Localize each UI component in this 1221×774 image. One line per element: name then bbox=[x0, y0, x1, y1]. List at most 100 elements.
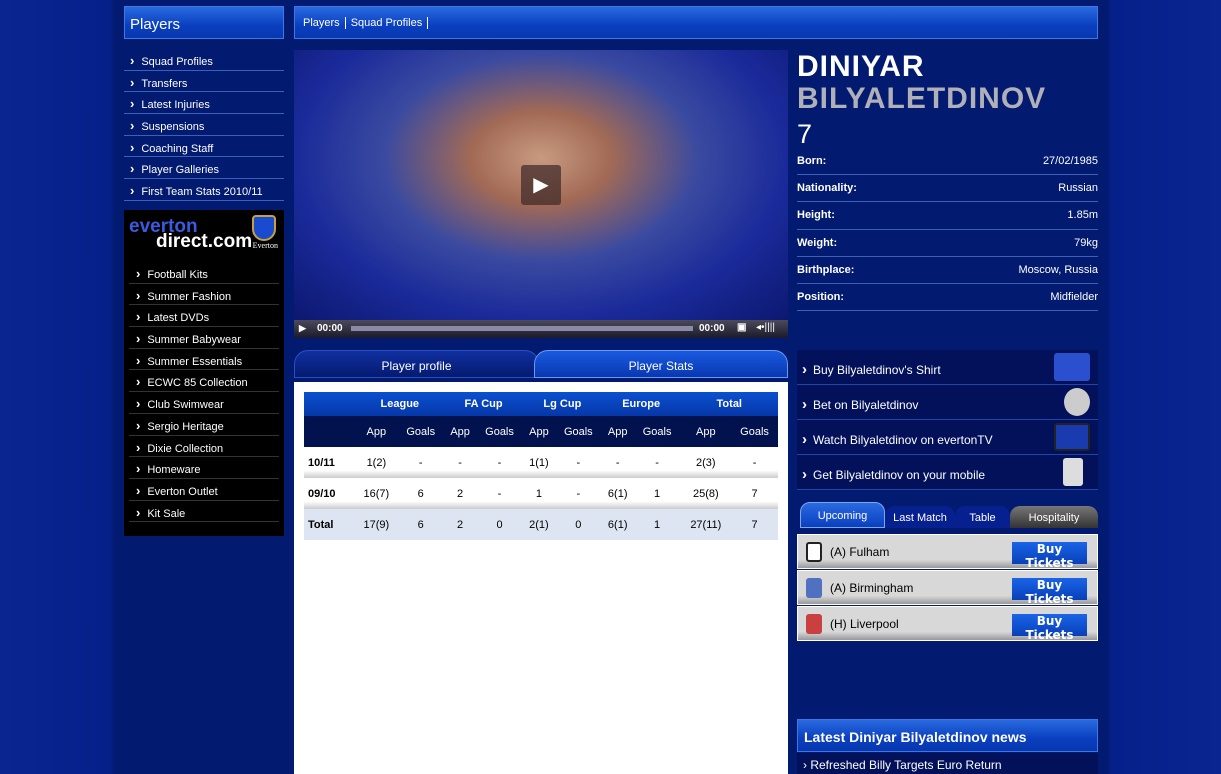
birmingham-crest-icon bbox=[806, 578, 822, 598]
everton-crest-icon bbox=[252, 215, 276, 241]
buy-tickets-button[interactable]: Buy Tickets bbox=[1012, 614, 1087, 642]
shop-item[interactable]: Football Kits bbox=[129, 262, 279, 284]
shop-item[interactable]: Homeware bbox=[129, 457, 279, 479]
menu-item[interactable]: Suspensions bbox=[124, 114, 284, 136]
shop-item[interactable]: Sergio Heritage bbox=[129, 414, 279, 436]
stats-table: League FA Cup Lg Cup Europe Total App Goa… bbox=[304, 392, 778, 540]
col-subheader: Goals bbox=[476, 416, 523, 447]
shop-item[interactable]: Everton Outlet bbox=[129, 479, 279, 501]
everton-direct-panel: everton direct.com Everton Football Kits… bbox=[124, 210, 284, 536]
shop-menu: Football Kits Summer Fashion Latest DVDs… bbox=[129, 262, 279, 523]
tab-player-profile[interactable]: Player profile bbox=[294, 350, 539, 378]
shop-item[interactable]: Summer Essentials bbox=[129, 349, 279, 371]
stat-cell: - bbox=[397, 447, 445, 478]
menu-item[interactable]: Transfers bbox=[124, 71, 284, 93]
stat-cell: 6 bbox=[397, 509, 445, 540]
buy-tickets-button[interactable]: Buy Tickets bbox=[1012, 542, 1087, 570]
info-value: Russian bbox=[1058, 182, 1098, 195]
coin-icon bbox=[1064, 388, 1090, 416]
everton-direct-logo[interactable]: everton direct.com Everton bbox=[124, 210, 284, 260]
stat-cell: 0 bbox=[554, 509, 602, 540]
stat-cell: 1 bbox=[633, 478, 681, 509]
shop-item[interactable]: Latest DVDs bbox=[129, 305, 279, 328]
season-cell: 10/11 bbox=[304, 447, 356, 478]
info-label: Born: bbox=[797, 155, 827, 168]
stat-cell: 6(1) bbox=[601, 478, 634, 509]
col-subheader: App bbox=[444, 416, 477, 447]
stat-cell: 17(9) bbox=[355, 509, 398, 540]
tab-player-stats[interactable]: Player Stats bbox=[534, 350, 788, 378]
col-group: Europe bbox=[601, 392, 681, 416]
stat-cell: 1(2) bbox=[355, 447, 398, 478]
breadcrumb-link[interactable]: Squad Profiles bbox=[350, 17, 429, 29]
stats-row: 10/11 1(2) - - -1(1) - - -2(3) - bbox=[304, 447, 778, 478]
promo-shirt[interactable]: Buy Bilyaletdinov's Shirt bbox=[797, 350, 1098, 385]
sidebar-title: Players bbox=[124, 6, 284, 39]
info-value: 79kg bbox=[1074, 236, 1098, 249]
crest-label: Everton bbox=[252, 241, 278, 250]
stat-cell: 1(1) bbox=[522, 447, 555, 478]
liverpool-crest-icon bbox=[806, 614, 822, 634]
stat-cell: 2(3) bbox=[680, 447, 732, 478]
info-row: Nationality: Russian bbox=[797, 175, 1098, 203]
promo-bet[interactable]: Bet on Bilyaletdinov bbox=[797, 385, 1098, 420]
volume-icon[interactable]: ◂•|||| bbox=[756, 322, 775, 333]
col-group: Total bbox=[680, 392, 778, 416]
play-icon[interactable]: ▶ bbox=[521, 165, 561, 205]
promo-tv[interactable]: Watch Bilyaletdinov on evertonTV bbox=[797, 420, 1098, 455]
menu-item[interactable]: Squad Profiles bbox=[124, 49, 284, 71]
news-item[interactable]: › Refreshed Billy Targets Euro Return bbox=[797, 753, 1098, 774]
tv-icon bbox=[1054, 423, 1090, 451]
shop-item[interactable]: Club Swimwear bbox=[129, 392, 279, 414]
stat-cell: - bbox=[731, 447, 778, 478]
shop-item[interactable]: Kit Sale bbox=[129, 501, 279, 523]
info-row: Position: Midfielder bbox=[797, 284, 1098, 312]
shop-item[interactable]: Dixie Collection bbox=[129, 436, 279, 458]
players-menu: Squad Profiles Transfers Latest Injuries… bbox=[124, 49, 284, 201]
tab-last-match[interactable]: Last Match bbox=[885, 506, 955, 528]
stats-row: 09/10 16(7) 6 2-1-6(1) 1 25(8) 7 bbox=[304, 478, 778, 509]
fixture-row: (A) Fulham Buy Tickets bbox=[797, 534, 1098, 570]
shop-item[interactable]: ECWC 85 Collection bbox=[129, 370, 279, 393]
info-label: Birthplace: bbox=[797, 263, 855, 276]
menu-item[interactable]: Player Galleries bbox=[124, 157, 284, 180]
stat-cell: 1 bbox=[522, 478, 555, 509]
tab-hospitality[interactable]: Hospitality bbox=[1010, 506, 1098, 528]
menu-item[interactable]: Coaching Staff bbox=[124, 136, 284, 158]
col-subheader: App bbox=[355, 416, 398, 447]
stat-cell: 25(8) bbox=[680, 478, 732, 509]
breadcrumb-link[interactable]: Players bbox=[303, 17, 346, 29]
promo-mobile[interactable]: Get Bilyaletdinov on your mobile bbox=[797, 455, 1098, 490]
col-subheader: App bbox=[522, 416, 555, 447]
col-subheader: App bbox=[601, 416, 634, 447]
info-value: 27/02/1985 bbox=[1042, 155, 1098, 168]
shirt-icon bbox=[1054, 353, 1090, 381]
total-time: 00:00 bbox=[699, 323, 725, 334]
stat-cell: 1 bbox=[633, 509, 681, 540]
profile-tabs: Player profile Player Stats bbox=[294, 350, 788, 378]
fixture-team: (A) Birmingham bbox=[830, 581, 914, 595]
seek-bar[interactable] bbox=[351, 326, 693, 331]
player-first-name: DINIYAR bbox=[797, 50, 925, 83]
stat-cell: - bbox=[601, 447, 634, 478]
play-button[interactable]: ▶ bbox=[299, 323, 306, 333]
stat-cell: 7 bbox=[731, 509, 778, 540]
col-subheader: Goals bbox=[397, 416, 445, 447]
stat-cell: - bbox=[554, 447, 602, 478]
buy-tickets-button[interactable]: Buy Tickets bbox=[1012, 578, 1087, 606]
shop-item[interactable]: Summer Babywear bbox=[129, 327, 279, 349]
fullscreen-icon[interactable]: ▣ bbox=[737, 322, 747, 333]
shop-item[interactable]: Summer Fashion bbox=[129, 284, 279, 306]
news-link[interactable]: Refreshed Billy Targets Euro Return bbox=[810, 758, 1002, 772]
promo-links: Buy Bilyaletdinov's Shirt Bet on Bilyale… bbox=[797, 350, 1098, 490]
stat-cell: - bbox=[633, 447, 681, 478]
info-value: Midfielder bbox=[1050, 291, 1098, 304]
tab-table[interactable]: Table bbox=[955, 506, 1010, 528]
col-subheader: Goals bbox=[633, 416, 681, 447]
menu-item[interactable]: Latest Injuries bbox=[124, 92, 284, 115]
stat-cell: 0 bbox=[476, 509, 523, 540]
stat-cell: 6 bbox=[397, 478, 445, 509]
menu-item[interactable]: First Team Stats 2010/11 bbox=[124, 179, 284, 201]
squad-number: 7 bbox=[797, 119, 813, 149]
tab-upcoming[interactable]: Upcoming bbox=[800, 502, 885, 528]
